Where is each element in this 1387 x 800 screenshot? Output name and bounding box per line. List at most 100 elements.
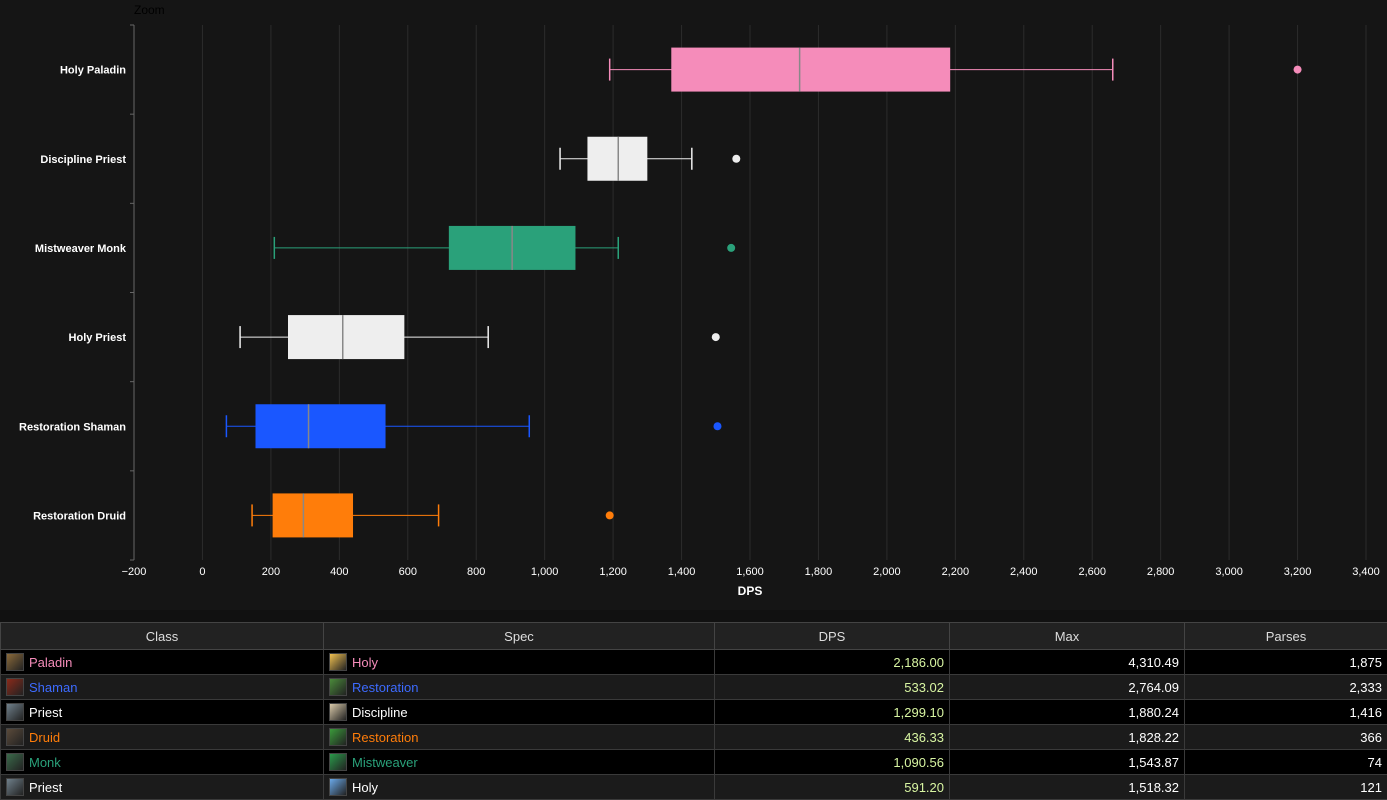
x-tick-label: 2,800 <box>1147 566 1175 578</box>
class-cell: Druid <box>1 725 324 750</box>
druid-icon <box>6 728 24 746</box>
header-class[interactable]: Class <box>1 623 324 650</box>
restoration-druid-icon <box>329 728 347 746</box>
dps-cell: 436.33 <box>715 725 950 750</box>
category-label: Restoration Druid <box>33 510 126 522</box>
outlier-point <box>606 511 614 519</box>
x-tick-label: 200 <box>262 566 280 578</box>
max-cell: 1,880.24 <box>950 700 1185 725</box>
spec-cell: Restoration <box>324 675 715 700</box>
class-cell-inner: Priest <box>6 778 318 796</box>
spec-label: Holy <box>352 655 378 670</box>
class-label: Druid <box>29 730 60 745</box>
dps-cell: 533.02 <box>715 675 950 700</box>
priest-icon <box>6 703 24 721</box>
outlier-point <box>713 422 721 430</box>
x-tick-label: 0 <box>199 566 205 578</box>
x-tick-label: −200 <box>122 566 147 578</box>
paladin-icon <box>6 653 24 671</box>
spec-cell-inner: Holy <box>329 778 709 796</box>
class-cell-inner: Druid <box>6 728 318 746</box>
category-label: Discipline Priest <box>40 154 126 166</box>
spec-cell-inner: Restoration <box>329 678 709 696</box>
max-cell: 1,543.87 <box>950 750 1185 775</box>
category-label: Restoration Shaman <box>19 421 126 433</box>
x-tick-label: 3,000 <box>1215 566 1243 578</box>
parses-cell: 2,333 <box>1185 675 1387 700</box>
class-cell: Monk <box>1 750 324 775</box>
boxplot-series: Discipline Priest <box>40 137 740 181</box>
category-label: Holy Paladin <box>60 65 126 77</box>
boxplot-series: Restoration Druid <box>33 493 614 537</box>
spec-cell: Discipline <box>324 700 715 725</box>
header-max[interactable]: Max <box>950 623 1185 650</box>
spec-label: Restoration <box>352 730 418 745</box>
spec-cell-inner: Restoration <box>329 728 709 746</box>
box <box>255 404 385 448</box>
table-header-row: Class Spec DPS Max Parses <box>1 623 1387 650</box>
class-cell-inner: Priest <box>6 703 318 721</box>
category-label: Mistweaver Monk <box>35 243 127 255</box>
class-cell-inner: Shaman <box>6 678 318 696</box>
x-tick-label: 3,200 <box>1284 566 1312 578</box>
spec-cell: Mistweaver <box>324 750 715 775</box>
box <box>288 315 404 359</box>
spec-label: Holy <box>352 780 378 795</box>
boxplot-series: Holy Paladin <box>60 48 1302 92</box>
spec-cell-inner: Mistweaver <box>329 753 709 771</box>
header-parses[interactable]: Parses <box>1185 623 1387 650</box>
boxplot-series: Mistweaver Monk <box>35 226 735 270</box>
spec-label: Mistweaver <box>352 755 418 770</box>
discipline-icon <box>329 703 347 721</box>
holy-light-icon <box>329 653 347 671</box>
dps-cell: 1,299.10 <box>715 700 950 725</box>
class-cell: Paladin <box>1 650 324 675</box>
shaman-icon <box>6 678 24 696</box>
priest-icon <box>6 778 24 796</box>
mistweaver-icon <box>329 753 347 771</box>
box <box>671 48 950 92</box>
max-cell: 1,828.22 <box>950 725 1185 750</box>
outlier-point <box>727 244 735 252</box>
x-tick-label: 1,800 <box>805 566 833 578</box>
header-dps[interactable]: DPS <box>715 623 950 650</box>
spec-cell: Holy <box>324 650 715 675</box>
x-tick-label: 800 <box>467 566 485 578</box>
x-tick-label: 1,600 <box>736 566 764 578</box>
spec-label: Restoration <box>352 680 418 695</box>
x-tick-label: 1,400 <box>668 566 696 578</box>
dps-cell: 591.20 <box>715 775 950 800</box>
class-label: Paladin <box>29 655 72 670</box>
class-cell: Priest <box>1 700 324 725</box>
max-cell: 1,518.32 <box>950 775 1185 800</box>
box <box>587 137 647 181</box>
parses-cell: 121 <box>1185 775 1387 800</box>
class-cell: Priest <box>1 775 324 800</box>
spec-cell-inner: Holy <box>329 653 709 671</box>
header-spec[interactable]: Spec <box>324 623 715 650</box>
x-tick-label: 400 <box>330 566 348 578</box>
boxplot-series: Restoration Shaman <box>19 404 721 448</box>
class-cell-inner: Paladin <box>6 653 318 671</box>
holy-priest-icon <box>329 778 347 796</box>
zoom-button[interactable]: Zoom <box>134 3 165 17</box>
x-axis-label: DPS <box>738 584 763 598</box>
class-label: Shaman <box>29 680 77 695</box>
category-label: Holy Priest <box>69 332 127 344</box>
class-label: Priest <box>29 780 62 795</box>
outlier-point <box>1294 66 1302 74</box>
box <box>273 493 353 537</box>
x-tick-label: 1,200 <box>599 566 627 578</box>
dps-cell: 1,090.56 <box>715 750 950 775</box>
class-label: Priest <box>29 705 62 720</box>
